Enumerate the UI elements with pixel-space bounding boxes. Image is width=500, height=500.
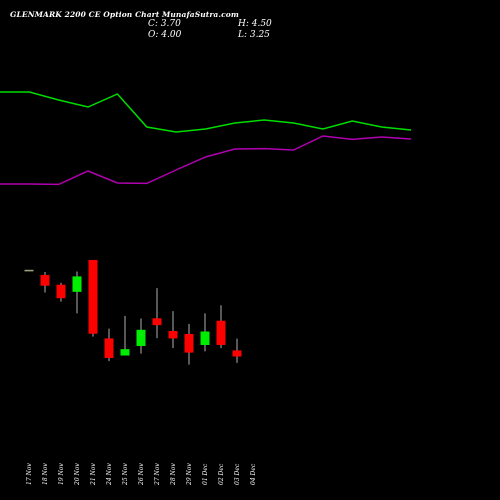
candle-body (168, 331, 178, 339)
open-value: O: 4.00 (148, 30, 182, 40)
x-tick-label: 25 Nov (122, 463, 129, 486)
x-tick-label: 29 Nov (186, 463, 193, 486)
candle (104, 328, 114, 362)
candles (24, 259, 242, 365)
x-tick-label: 27 Nov (154, 463, 161, 486)
low-value: L: 3.25 (238, 30, 270, 40)
candle (232, 338, 242, 363)
candle (120, 315, 130, 356)
candle-body (120, 349, 130, 356)
candle-body (40, 274, 50, 286)
candle (184, 323, 194, 365)
candle (24, 269, 34, 272)
x-tick-label: 21 Nov (90, 463, 97, 486)
x-tick-label: 26 Nov (138, 463, 145, 486)
lower-indicator-line (0, 135, 412, 186)
x-tick-label: 17 Nov (26, 463, 33, 485)
x-tick-label: 04 Dec (250, 463, 257, 485)
candle-body (216, 320, 226, 345)
candle (200, 313, 210, 352)
x-tick-label: 20 Nov (74, 463, 81, 486)
x-tick-label: 01 Dec (202, 463, 209, 485)
candle-body (24, 269, 34, 272)
candle-body (152, 318, 162, 326)
candle (56, 282, 66, 302)
x-tick-label: 28 Nov (170, 463, 177, 486)
candle (152, 288, 162, 339)
candle-body (56, 284, 66, 299)
candle-body (104, 338, 114, 358)
upper-indicator-line (0, 91, 412, 133)
close-value: C: 3.70 (148, 19, 181, 29)
candle (72, 271, 82, 314)
chart-title: GLENMARK 2200 CE Option Chart MunafaSutr… (10, 10, 239, 19)
x-tick-label: 02 Dec (218, 463, 225, 485)
candle (40, 271, 50, 293)
candle-body (184, 333, 194, 353)
candle (216, 305, 226, 349)
candle (168, 311, 178, 349)
candle (88, 259, 98, 337)
candle-body (88, 259, 98, 334)
candle-body (232, 350, 242, 357)
x-tick-label: 19 Nov (58, 463, 65, 485)
x-axis-ticks: 17 Nov 18 Nov 19 Nov 20 Nov 21 Nov 24 Nov 25 N… (26, 463, 257, 486)
high-value: H: 4.50 (238, 19, 272, 29)
indicator-lines (0, 91, 412, 186)
candle-body (72, 276, 82, 292)
candle (136, 318, 146, 354)
x-tick-label: 18 Nov (42, 463, 49, 485)
x-tick-label: 03 Dec (234, 463, 241, 485)
x-tick-label: 24 Nov (106, 463, 113, 486)
candle-body (136, 329, 146, 346)
candle-body (200, 331, 210, 345)
